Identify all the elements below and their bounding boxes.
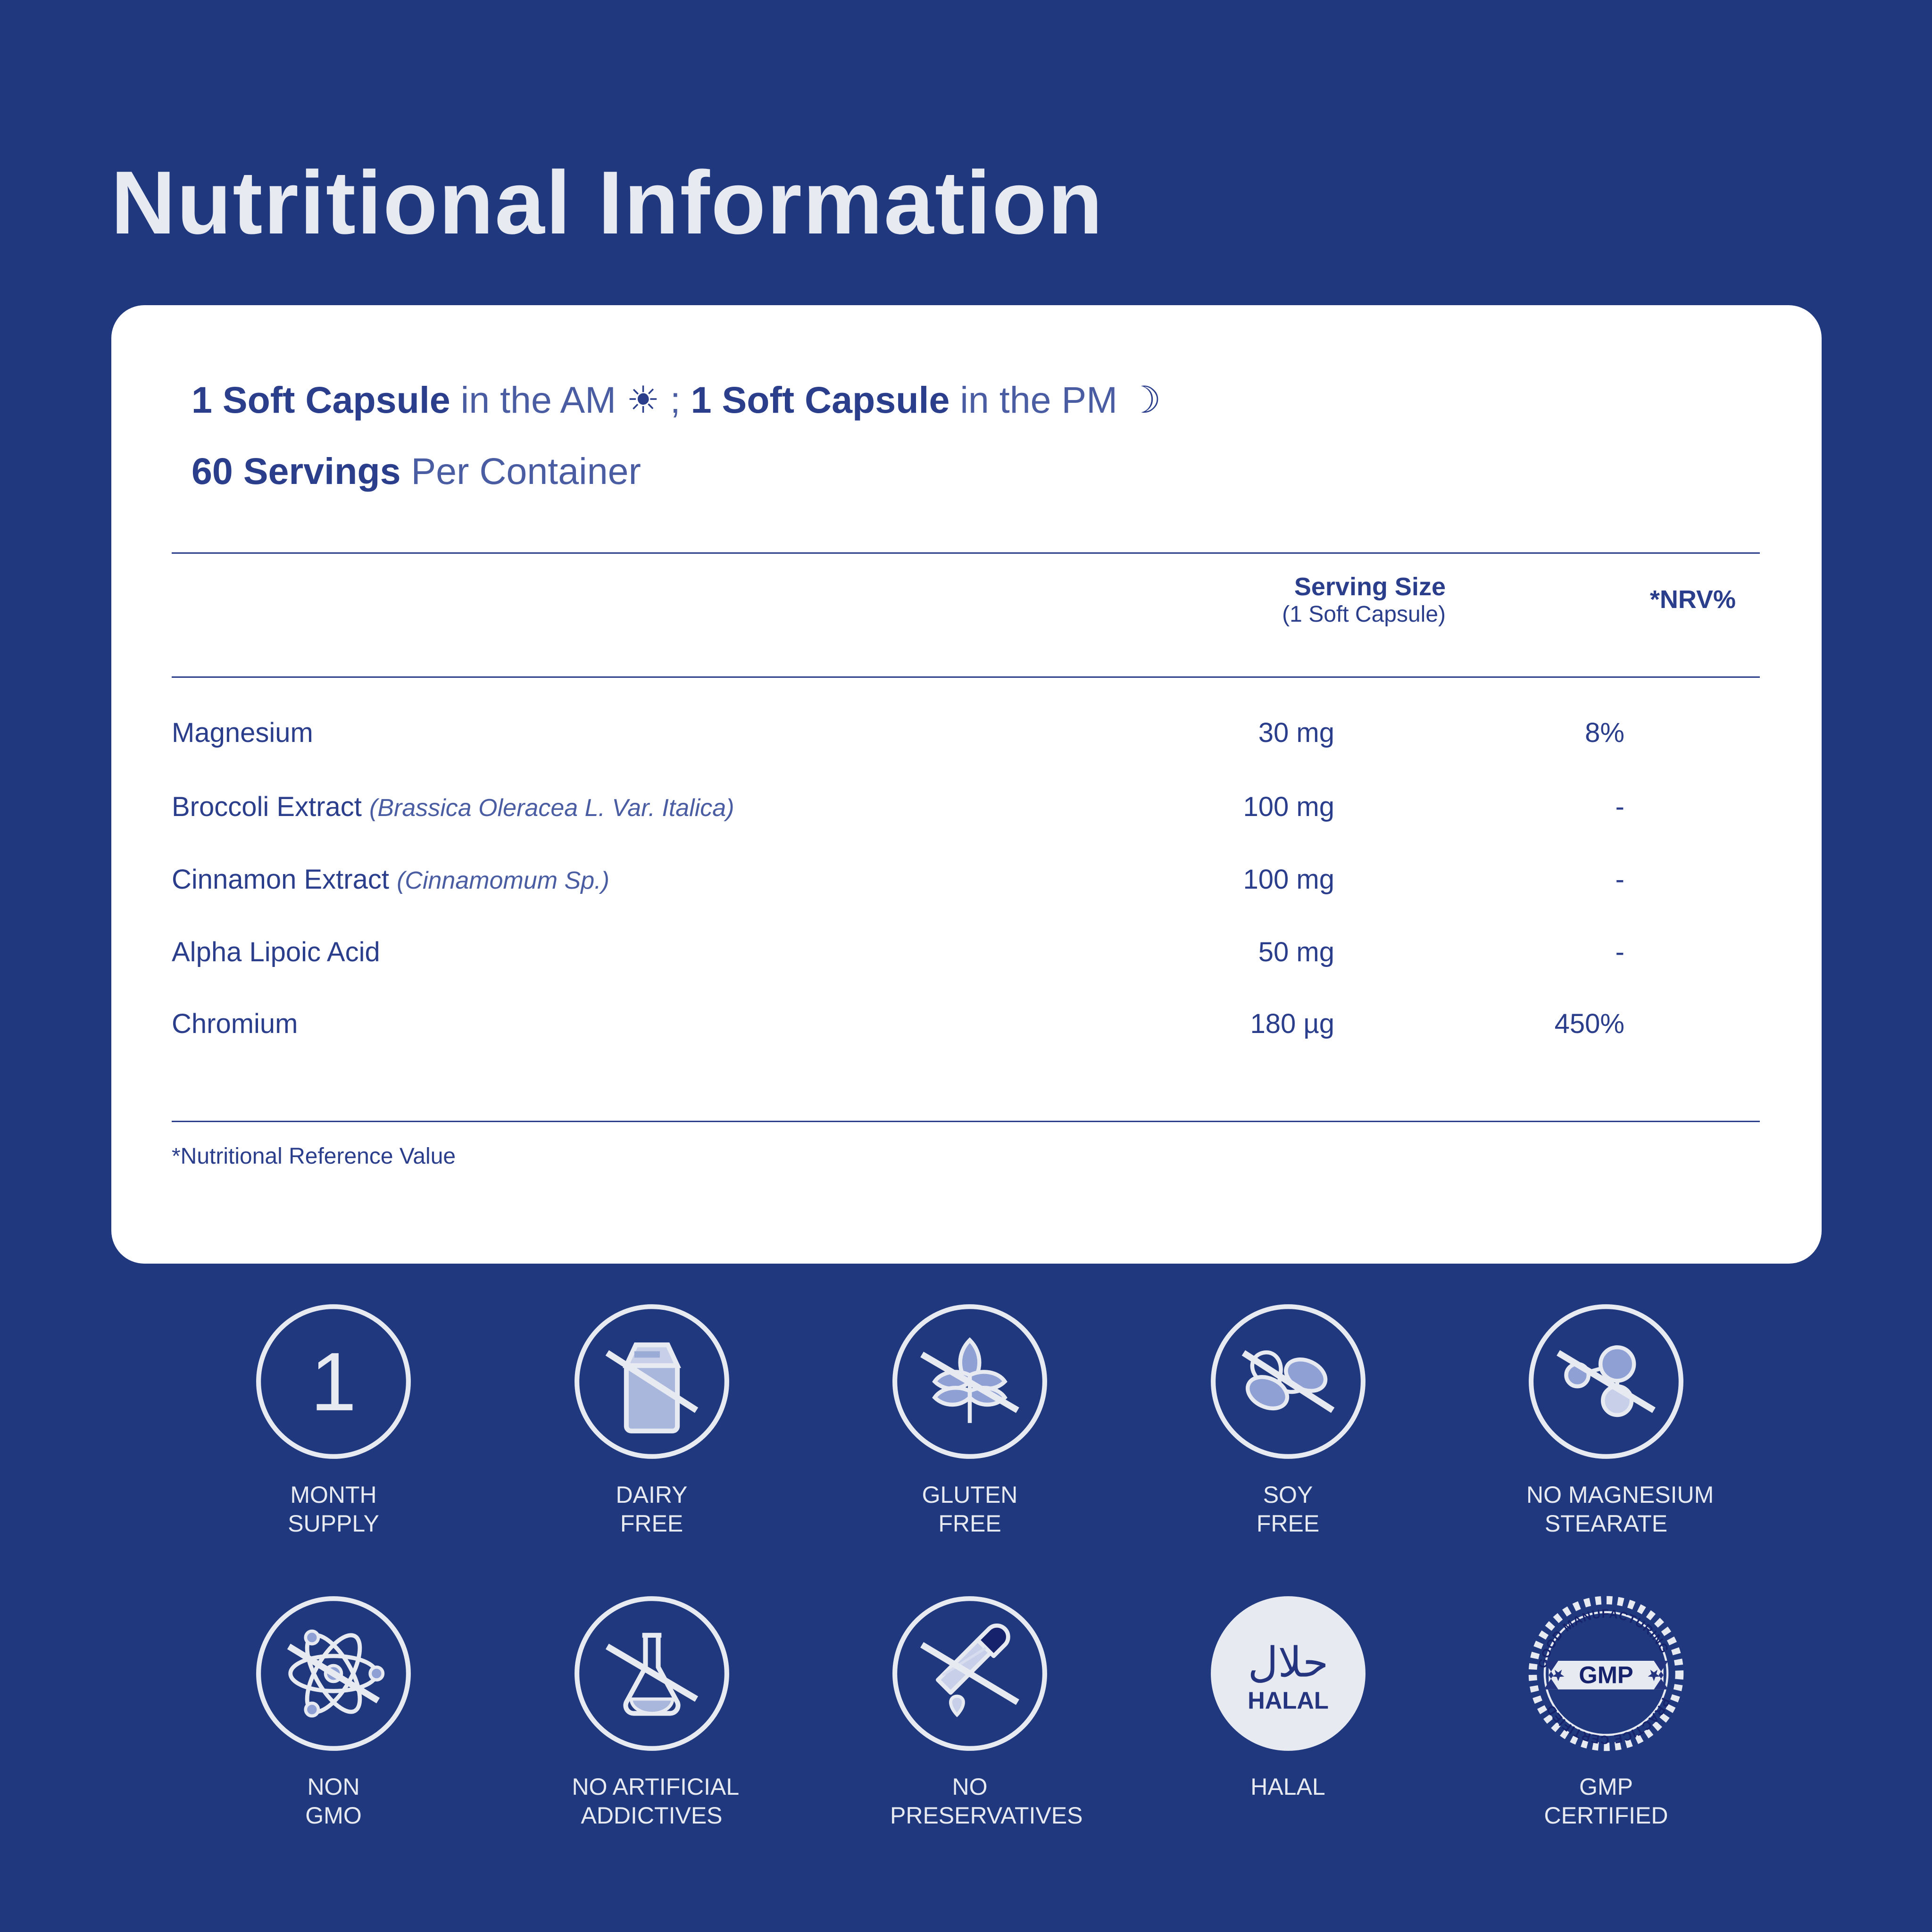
svg-text:GMP: GMP [1579, 1661, 1633, 1688]
svg-text:PRACTICE CERTIFIED: PRACTICE CERTIFIED [1544, 1696, 1672, 1746]
svg-text:حلال: حلال [1248, 1639, 1328, 1686]
svg-text:1: 1 [310, 1336, 357, 1428]
svg-text:HALAL: HALAL [1248, 1687, 1329, 1714]
